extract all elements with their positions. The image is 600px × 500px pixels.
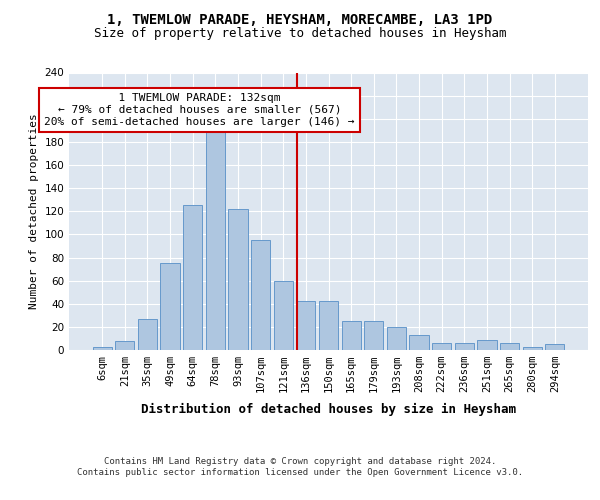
Bar xyxy=(229,209,248,350)
Bar xyxy=(183,206,202,350)
Bar xyxy=(341,321,361,350)
Bar xyxy=(206,122,225,350)
Bar xyxy=(477,340,497,350)
Bar xyxy=(523,346,542,350)
Bar xyxy=(364,321,383,350)
Bar xyxy=(409,335,428,350)
Bar xyxy=(387,327,406,350)
Bar xyxy=(319,302,338,350)
Bar xyxy=(500,343,519,350)
Text: Size of property relative to detached houses in Heysham: Size of property relative to detached ho… xyxy=(94,28,506,40)
Bar xyxy=(432,343,451,350)
Bar xyxy=(115,341,134,350)
Bar xyxy=(92,346,112,350)
Text: 1 TWEMLOW PARADE: 132sqm  
← 79% of detached houses are smaller (567)
20% of sem: 1 TWEMLOW PARADE: 132sqm ← 79% of detach… xyxy=(44,94,355,126)
Text: 1, TWEMLOW PARADE, HEYSHAM, MORECAMBE, LA3 1PD: 1, TWEMLOW PARADE, HEYSHAM, MORECAMBE, L… xyxy=(107,12,493,26)
Text: Distribution of detached houses by size in Heysham: Distribution of detached houses by size … xyxy=(142,402,516,415)
Bar xyxy=(160,264,180,350)
Bar xyxy=(545,344,565,350)
Bar xyxy=(138,319,157,350)
Bar xyxy=(274,280,293,350)
Y-axis label: Number of detached properties: Number of detached properties xyxy=(29,114,39,309)
Bar xyxy=(296,302,316,350)
Bar xyxy=(455,343,474,350)
Text: Contains HM Land Registry data © Crown copyright and database right 2024.
Contai: Contains HM Land Registry data © Crown c… xyxy=(77,458,523,477)
Bar xyxy=(251,240,270,350)
